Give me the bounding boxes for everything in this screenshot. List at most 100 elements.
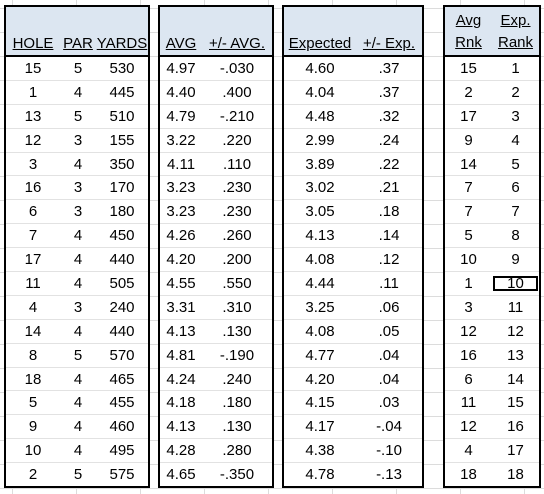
header-plus-minus-exp[interactable]: +/- Exp. [362,35,416,52]
expected-cell[interactable]: 3.02 [305,179,335,197]
hole-cell[interactable]: 17 [24,251,42,269]
yards-cell[interactable]: 495 [109,442,135,460]
hole-cell[interactable]: 16 [24,179,42,197]
expected-cell[interactable]: 4.17 [305,418,335,436]
avg-rank-cell[interactable]: 7 [464,179,473,197]
hole-cell[interactable]: 7 [28,227,38,245]
avg-rank-cell[interactable]: 18 [460,466,477,484]
expected-cell[interactable]: 4.60 [305,59,335,77]
exp-rank-cell[interactable]: 1 [511,59,520,77]
hole-cell[interactable]: 2 [28,466,38,484]
par-cell[interactable]: 4 [73,394,83,412]
expected-cell[interactable]: 4.44 [305,274,335,292]
plus-minus-avg-cell[interactable]: -.190 [219,346,255,364]
hole-cell[interactable]: 12 [24,131,42,149]
plus-minus-avg-cell[interactable]: .130 [222,418,252,436]
selected-cell[interactable]: 10 [492,275,539,292]
hole-cell[interactable]: 1 [28,83,38,101]
avg-cell[interactable]: 4.24 [166,370,196,388]
avg-rank-cell[interactable]: 16 [460,346,477,364]
avg-rank-cell[interactable]: 6 [464,370,473,388]
avg-cell[interactable]: 3.31 [166,298,196,316]
hole-cell[interactable]: 6 [28,203,38,221]
expected-cell[interactable]: 4.08 [305,251,335,269]
avg-cell[interactable]: 4.18 [166,394,196,412]
plus-minus-exp-cell[interactable]: .24 [378,131,400,149]
exp-rank-cell[interactable]: 7 [511,203,520,221]
par-cell[interactable]: 5 [73,466,83,484]
avg-cell[interactable]: 4.28 [166,442,196,460]
header-plus-minus-avg[interactable]: +/- AVG. [209,35,265,52]
plus-minus-avg-cell[interactable]: .130 [222,322,252,340]
par-cell[interactable]: 3 [73,203,83,221]
exp-rank-cell[interactable]: 8 [511,227,520,245]
header-avg[interactable]: AVG [165,35,197,52]
avg-rank-cell[interactable]: 7 [464,203,473,221]
expected-cell[interactable]: 4.15 [305,394,335,412]
plus-minus-avg-cell[interactable]: .110 [222,155,252,173]
exp-rank-cell[interactable]: 3 [511,107,520,125]
plus-minus-exp-cell[interactable]: .06 [378,298,400,316]
expected-cell[interactable]: 3.25 [305,298,335,316]
par-cell[interactable]: 5 [73,59,83,77]
header-par[interactable]: PAR [63,35,93,52]
expected-cell[interactable]: 4.38 [305,442,335,460]
plus-minus-exp-cell[interactable]: -.04 [376,418,402,436]
yards-cell[interactable]: 155 [109,131,135,149]
hole-cell[interactable]: 11 [25,274,41,292]
hole-cell[interactable]: 4 [28,298,38,316]
hole-cell[interactable]: 3 [28,155,38,173]
yards-cell[interactable]: 460 [109,418,135,436]
plus-minus-exp-cell[interactable]: .11 [379,274,399,292]
plus-minus-avg-cell[interactable]: .230 [222,179,252,197]
plus-minus-exp-cell[interactable]: .22 [378,155,400,173]
hole-cell[interactable]: 15 [24,59,42,77]
exp-rank-cell[interactable]: 5 [511,155,520,173]
exp-rank-cell[interactable]: 14 [507,370,524,388]
avg-cell[interactable]: 4.20 [166,251,196,269]
par-cell[interactable]: 4 [73,251,83,269]
plus-minus-exp-cell[interactable]: .12 [378,251,400,269]
avg-rank-cell[interactable]: 15 [460,59,477,77]
plus-minus-avg-cell[interactable]: .200 [222,251,252,269]
plus-minus-exp-cell[interactable]: .21 [378,179,400,197]
exp-rank-cell[interactable]: 13 [507,346,524,364]
par-cell[interactable]: 3 [73,298,83,316]
avg-cell[interactable]: 4.81 [166,346,196,364]
plus-minus-avg-cell[interactable]: -.030 [219,59,255,77]
plus-minus-exp-cell[interactable]: .37 [378,59,400,77]
yards-cell[interactable]: 465 [109,370,135,388]
avg-cell[interactable]: 4.55 [166,274,196,292]
avg-rank-cell[interactable]: 11 [460,394,477,412]
par-cell[interactable]: 4 [73,227,83,245]
avg-cell[interactable]: 4.79 [166,107,196,125]
exp-rank-cell[interactable]: 18 [507,466,524,484]
exp-rank-cell[interactable]: 2 [511,83,520,101]
par-cell[interactable]: 5 [73,346,83,364]
plus-minus-exp-cell[interactable]: .04 [378,346,400,364]
plus-minus-exp-cell[interactable]: -.10 [376,442,402,460]
expected-cell[interactable]: 2.99 [305,131,335,149]
plus-minus-exp-cell[interactable]: .14 [378,227,400,245]
yards-cell[interactable]: 440 [109,322,135,340]
exp-rank-cell[interactable]: 9 [511,251,520,269]
hole-cell[interactable]: 14 [24,322,42,340]
avg-rank-cell[interactable]: 5 [464,227,473,245]
avg-rank-cell[interactable]: 1 [464,274,473,292]
avg-cell[interactable]: 3.23 [166,203,196,221]
yards-cell[interactable]: 575 [109,466,135,484]
plus-minus-avg-cell[interactable]: .310 [222,298,252,316]
par-cell[interactable]: 4 [73,83,83,101]
plus-minus-avg-cell[interactable]: .240 [222,370,252,388]
avg-cell[interactable]: 3.22 [166,131,196,149]
par-cell[interactable]: 4 [73,418,83,436]
hole-cell[interactable]: 13 [24,107,42,125]
avg-cell[interactable]: 4.65 [166,466,196,484]
expected-cell[interactable]: 4.48 [305,107,335,125]
plus-minus-avg-cell[interactable]: .220 [222,131,252,149]
plus-minus-avg-cell[interactable]: .400 [222,83,252,101]
avg-cell[interactable]: 4.11 [166,155,196,173]
hole-cell[interactable]: 5 [28,394,38,412]
expected-cell[interactable]: 4.04 [305,83,335,101]
header-exp-rank[interactable]: Exp. Rank [492,7,539,55]
